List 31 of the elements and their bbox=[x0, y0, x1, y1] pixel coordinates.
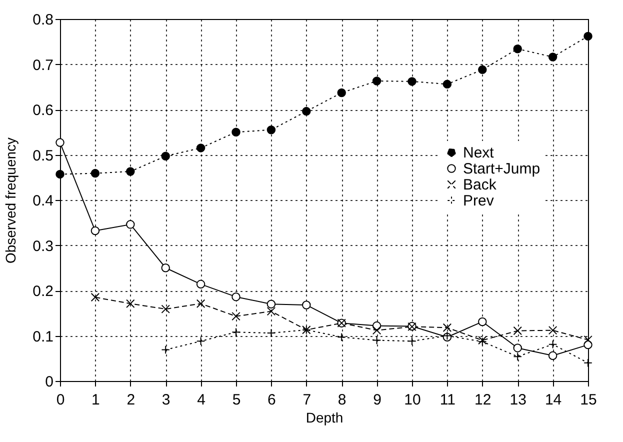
y-tick-label: 0.5 bbox=[32, 147, 54, 164]
legend-label: Start+Jump bbox=[463, 160, 540, 178]
y-axis-title: Observed frequency bbox=[2, 137, 19, 264]
x-tick-label: 4 bbox=[197, 392, 206, 408]
y-tick-label: 0.6 bbox=[32, 102, 54, 119]
x-axis-title: Depth bbox=[306, 410, 344, 426]
x-tick-label: 3 bbox=[162, 392, 170, 408]
x-tick-label: 15 bbox=[580, 392, 597, 408]
y-tick-label: 0.4 bbox=[32, 192, 54, 210]
y-tick-label: 0.3 bbox=[32, 238, 54, 255]
x-tick-label: 7 bbox=[302, 392, 312, 408]
x-tick-label: 8 bbox=[338, 392, 346, 408]
x-tick-label: 1 bbox=[92, 392, 100, 408]
x-tick-label: 11 bbox=[440, 392, 456, 408]
x-tick-label: 12 bbox=[474, 392, 492, 408]
x-tick-label: 6 bbox=[268, 392, 276, 408]
y-tick-label: 0.8 bbox=[32, 12, 54, 28]
x-tick-label: 13 bbox=[510, 392, 526, 408]
x-tick-label: 10 bbox=[404, 392, 421, 408]
x-tick-label: 5 bbox=[232, 392, 241, 408]
legend-label: Prev bbox=[463, 192, 494, 210]
y-tick-label: 0 bbox=[45, 374, 54, 390]
x-tick-label: 14 bbox=[544, 392, 562, 408]
y-tick-label: 0.1 bbox=[32, 328, 54, 346]
y-tick-label: 0.7 bbox=[32, 56, 54, 74]
legend-label: Next bbox=[463, 144, 495, 162]
x-tick-label: 9 bbox=[373, 392, 382, 408]
legend-label: Back bbox=[463, 176, 497, 194]
y-tick-label: 0.2 bbox=[32, 283, 54, 300]
x-tick-label: 0 bbox=[56, 392, 65, 408]
x-tick-label: 2 bbox=[126, 392, 136, 408]
